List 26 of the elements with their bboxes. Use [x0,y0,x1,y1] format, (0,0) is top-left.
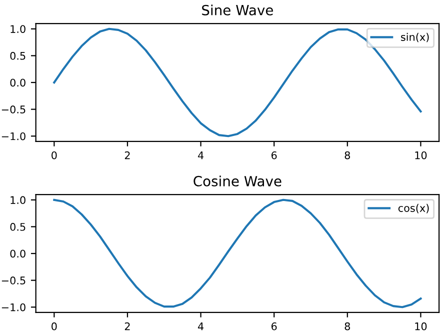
legend-label: sin(x) [401,32,429,42]
legend-label: cos(x) [398,204,429,214]
x-tick-label: 6 [272,151,277,160]
y-tick-label: −0.5 [2,106,26,114]
x-tick-label: 0 [52,151,57,160]
y-tick-label: 0.0 [10,250,26,258]
x-tick-label: 2 [124,322,130,330]
y-tick-label: −1.0 [2,303,26,312]
y-tick-label: 0.5 [10,222,26,231]
x-tick-label: 8 [344,322,350,330]
chart-title: Cosine Wave [194,176,282,186]
y-tick-label: 1.0 [10,25,26,33]
x-tick-label: 0 [52,322,57,330]
x-tick-label: 4 [198,152,204,160]
x-tick-label: 2 [124,151,130,160]
x-tick-label: 6 [272,322,277,330]
y-tick-label: 1.0 [10,196,26,204]
chart-title: Sine Wave [202,4,273,16]
x-tick-label: 10 [415,322,427,330]
x-tick-label: 8 [344,151,350,160]
y-tick-label: 0.0 [10,78,26,87]
y-tick-label: 0.5 [10,52,26,60]
y-tick-label: −0.5 [2,276,26,284]
x-tick-label: 10 [415,151,427,160]
x-tick-label: 4 [198,322,204,330]
y-tick-label: −1.0 [2,132,26,140]
